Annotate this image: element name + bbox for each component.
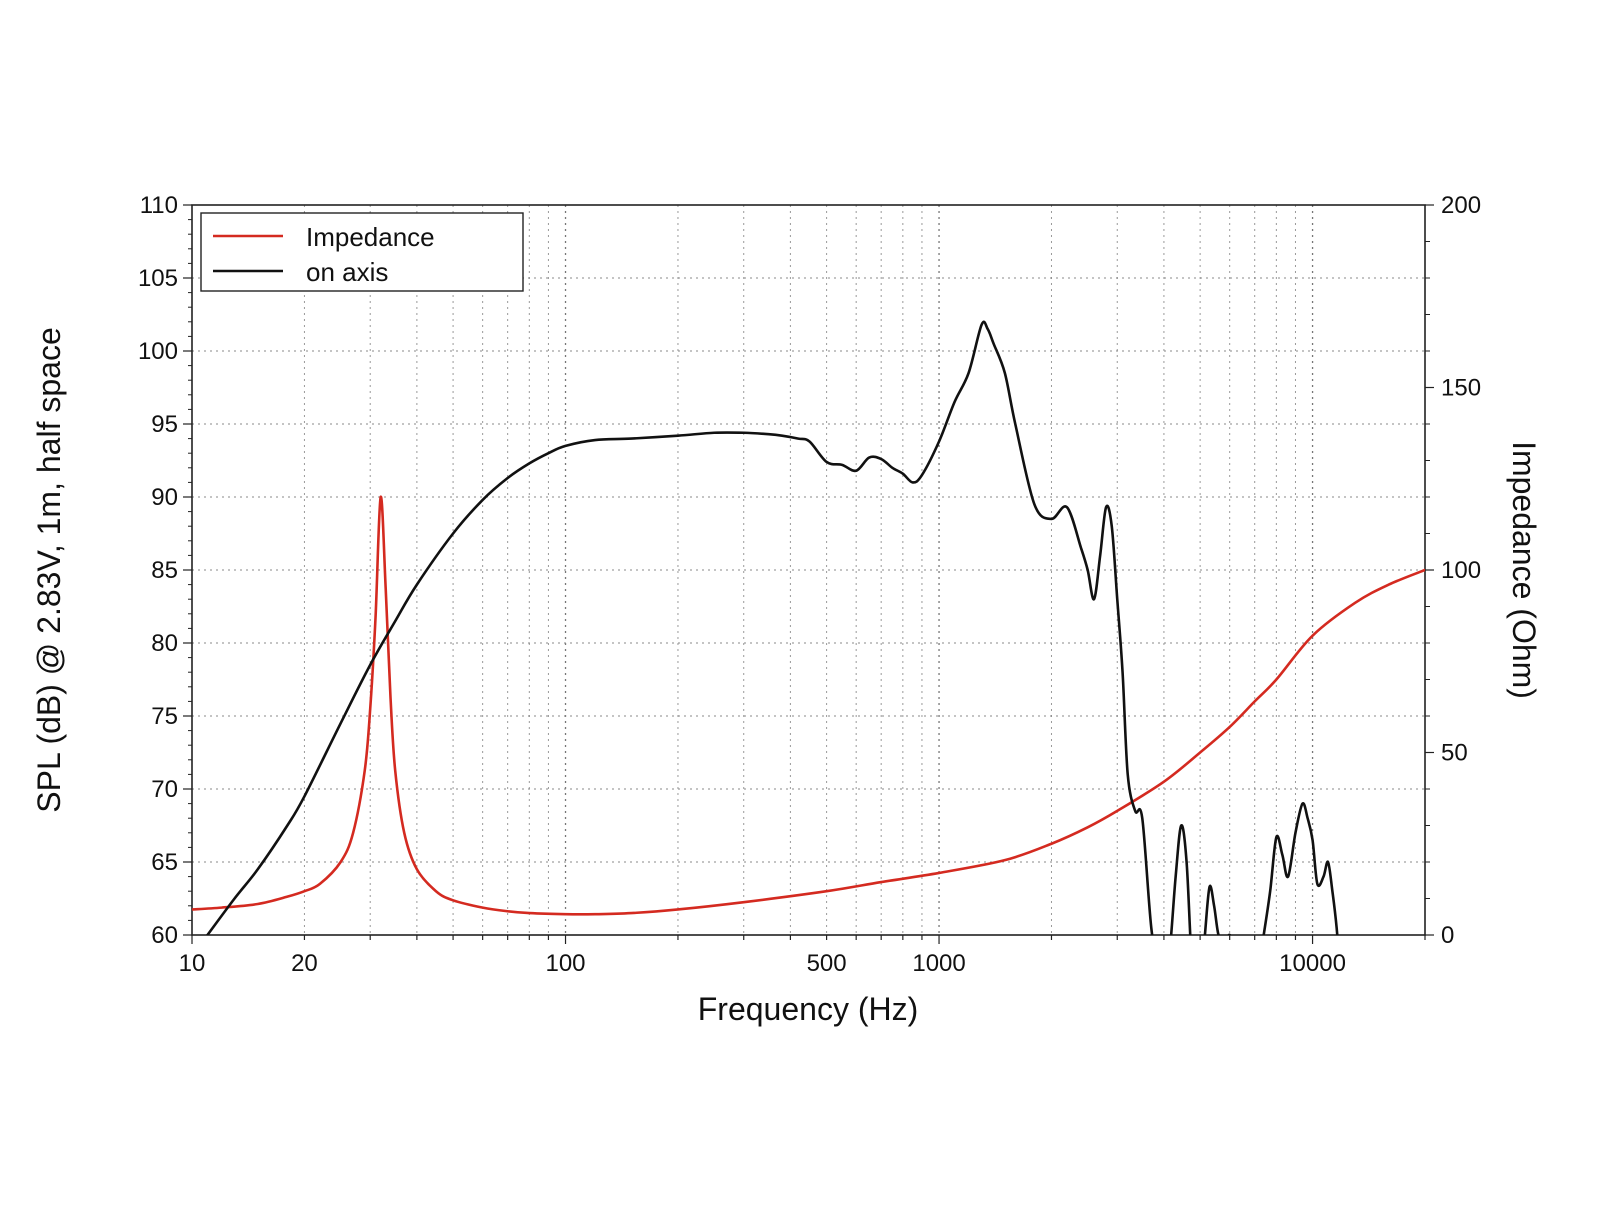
y-tick-label: 70 xyxy=(151,776,178,803)
y-tick-label: 110 xyxy=(140,192,178,219)
y2-axis-title: Impedance (Ohm) xyxy=(1506,441,1542,699)
y-tick-label: 100 xyxy=(138,338,178,365)
y2-tick-label: 100 xyxy=(1441,557,1481,584)
legend-label-impedance: Impedance xyxy=(306,222,435,252)
legend: Impedance on axis xyxy=(200,212,524,292)
x-tick-label: 10 xyxy=(179,950,206,977)
y-tick-label: 75 xyxy=(151,703,178,730)
series-line-impedance xyxy=(192,495,1425,916)
y-tick-label: 85 xyxy=(151,557,178,584)
y-tick-label: 80 xyxy=(151,630,178,657)
axis-ticks xyxy=(183,204,1434,944)
legend-label-on-axis: on axis xyxy=(306,257,388,287)
y-tick-label: 105 xyxy=(138,265,178,292)
y-axis-title: SPL (dB) @ 2.83V, 1m, half space xyxy=(31,327,67,812)
y2-tick-label: 150 xyxy=(1441,375,1481,402)
y-tick-label: 95 xyxy=(151,411,178,438)
series-layer xyxy=(192,320,1425,935)
x-tick-label: 500 xyxy=(807,950,847,977)
x-tick-label: 1000 xyxy=(912,950,965,977)
y-tick-label: 90 xyxy=(151,484,178,511)
y-tick-label: 65 xyxy=(151,849,178,876)
y2-tick-label: 200 xyxy=(1441,192,1481,219)
series-line-on-axis xyxy=(206,320,1339,935)
x-tick-label: 100 xyxy=(545,950,585,977)
x-tick-label: 20 xyxy=(291,950,318,977)
x-tick-label: 10000 xyxy=(1279,950,1346,977)
legend-box xyxy=(200,212,524,292)
y2-tick-label: 50 xyxy=(1441,740,1468,767)
tick-labels: 60 65 70 75 80 85 90 95 100 105 110 0 50 100 150 200 10 2… xyxy=(138,192,1481,977)
y-tick-label: 60 xyxy=(151,922,178,949)
x-axis-title: Frequency (Hz) xyxy=(698,991,919,1027)
y2-tick-label: 0 xyxy=(1441,922,1454,949)
